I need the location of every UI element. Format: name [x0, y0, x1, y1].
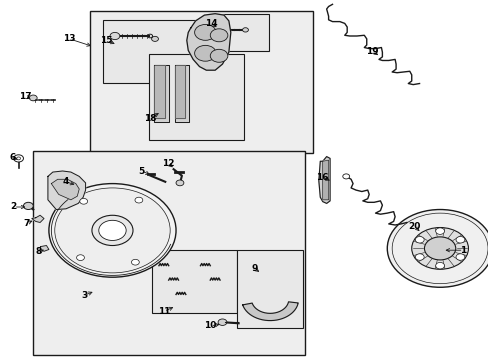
- Circle shape: [386, 210, 488, 287]
- Text: 14: 14: [204, 19, 217, 28]
- Polygon shape: [318, 157, 329, 203]
- Circle shape: [435, 228, 444, 234]
- Circle shape: [342, 174, 349, 179]
- Circle shape: [242, 28, 248, 32]
- Text: 16: 16: [316, 173, 328, 181]
- Circle shape: [151, 36, 158, 41]
- Circle shape: [23, 202, 33, 210]
- Circle shape: [194, 24, 216, 40]
- Text: 2: 2: [11, 202, 17, 211]
- Circle shape: [411, 228, 468, 269]
- Text: 19: 19: [366, 46, 378, 55]
- Circle shape: [135, 197, 142, 203]
- Text: 15: 15: [100, 36, 113, 45]
- Text: 18: 18: [144, 114, 157, 122]
- Text: 20: 20: [407, 222, 420, 231]
- Circle shape: [455, 254, 464, 260]
- Circle shape: [77, 255, 84, 261]
- Text: 11: 11: [157, 307, 170, 316]
- Circle shape: [424, 237, 455, 260]
- Bar: [102, 20, 198, 83]
- Polygon shape: [48, 171, 85, 210]
- Polygon shape: [51, 179, 79, 200]
- Circle shape: [414, 237, 423, 243]
- Circle shape: [14, 155, 23, 162]
- Circle shape: [29, 95, 37, 101]
- Polygon shape: [41, 246, 49, 251]
- Polygon shape: [174, 65, 185, 118]
- Polygon shape: [186, 14, 230, 70]
- Polygon shape: [322, 160, 328, 200]
- Circle shape: [17, 157, 20, 160]
- Circle shape: [435, 262, 444, 269]
- Circle shape: [55, 188, 170, 273]
- Circle shape: [218, 319, 226, 325]
- Text: 8: 8: [36, 248, 42, 256]
- Polygon shape: [242, 302, 298, 320]
- Bar: [212, 14, 268, 51]
- Circle shape: [99, 220, 126, 240]
- Circle shape: [210, 49, 227, 62]
- Polygon shape: [32, 215, 44, 222]
- Circle shape: [80, 198, 87, 204]
- Text: 10: 10: [203, 321, 216, 330]
- Bar: [90, 11, 312, 153]
- Text: 1: 1: [460, 246, 466, 255]
- Polygon shape: [154, 65, 168, 122]
- Bar: [151, 250, 237, 313]
- Text: 12: 12: [162, 159, 175, 168]
- Circle shape: [455, 237, 464, 243]
- Circle shape: [220, 27, 229, 33]
- Text: 17: 17: [19, 92, 32, 101]
- Circle shape: [210, 29, 227, 42]
- Circle shape: [176, 180, 183, 186]
- Polygon shape: [174, 65, 189, 122]
- Text: 7: 7: [23, 219, 30, 228]
- Text: 9: 9: [250, 264, 257, 273]
- Bar: [237, 250, 303, 328]
- Text: 6: 6: [9, 153, 15, 162]
- Circle shape: [110, 32, 120, 40]
- Circle shape: [49, 184, 176, 277]
- Circle shape: [194, 45, 216, 61]
- Bar: [33, 151, 304, 355]
- Text: 4: 4: [62, 177, 69, 186]
- Polygon shape: [154, 65, 164, 118]
- Text: 3: 3: [81, 291, 87, 300]
- Bar: [149, 54, 244, 140]
- Circle shape: [131, 259, 139, 265]
- Circle shape: [92, 215, 133, 246]
- Text: 13: 13: [63, 34, 76, 43]
- Circle shape: [414, 254, 423, 260]
- Text: 5: 5: [139, 166, 144, 175]
